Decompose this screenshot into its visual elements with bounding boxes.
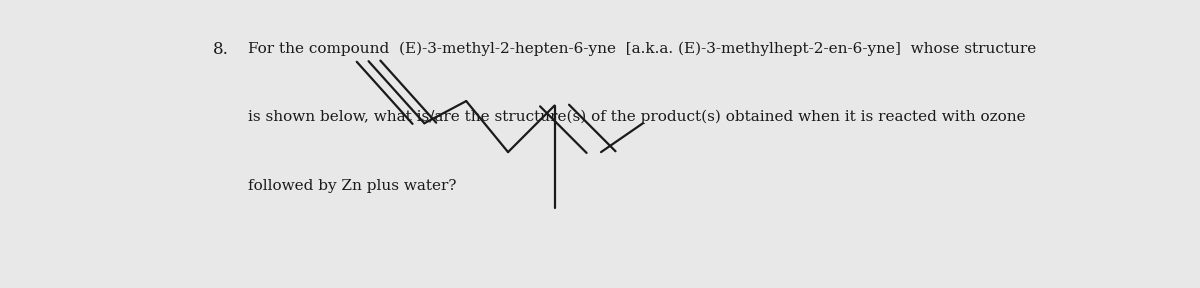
Text: is shown below, what is/are the structure(s) of the product(s) obtained when it : is shown below, what is/are the structur… [247,110,1025,124]
Text: For the compound  (E)-3-methyl-2-hepten-6-yne  [a.k.a. (E)-3-methylhept-2-en-6-y: For the compound (E)-3-methyl-2-hepten-6… [247,41,1036,56]
Text: 8.: 8. [214,41,229,58]
Text: followed by Zn plus water?: followed by Zn plus water? [247,179,456,193]
